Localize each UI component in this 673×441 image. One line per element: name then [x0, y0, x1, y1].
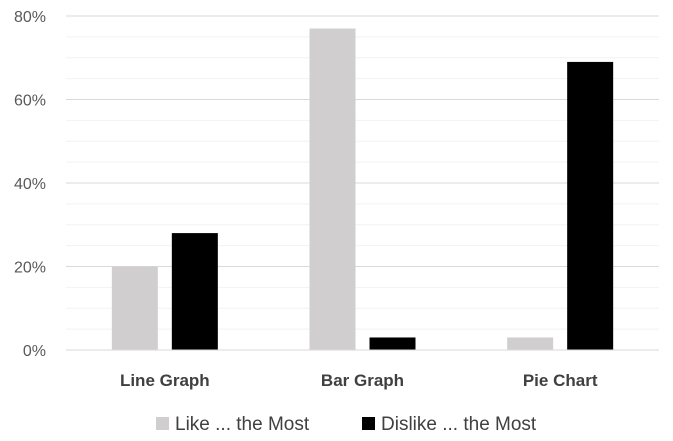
legend: Like ... the Most Dislike ... the Most	[156, 414, 537, 435]
bar-dislike	[567, 61, 614, 351]
axes: 0% 20% 40% 60% 80% Line Graph Bar Graph Pie Cha…	[14, 9, 659, 390]
bar-like	[507, 337, 554, 350]
bar-like	[309, 28, 356, 351]
y-tick-label: 60%	[14, 93, 46, 110]
bars	[111, 28, 614, 351]
y-tick-label: 20%	[14, 260, 46, 277]
bar-like	[111, 266, 158, 350]
y-tick-label: 0%	[23, 343, 46, 360]
y-tick-label: 40%	[14, 176, 46, 193]
bar-dislike	[171, 233, 218, 350]
y-tick-label: 80%	[14, 9, 46, 26]
legend-label: Like ... the Most	[175, 414, 310, 435]
grid-lines	[66, 15, 659, 330]
x-category-label: Line Graph	[120, 371, 210, 390]
bar-dislike	[369, 337, 416, 350]
x-category-label: Pie Chart	[523, 371, 598, 390]
x-category-label: Bar Graph	[321, 371, 404, 390]
legend-label: Dislike ... the Most	[381, 414, 537, 435]
legend-swatch	[156, 417, 169, 430]
legend-swatch	[362, 417, 375, 430]
